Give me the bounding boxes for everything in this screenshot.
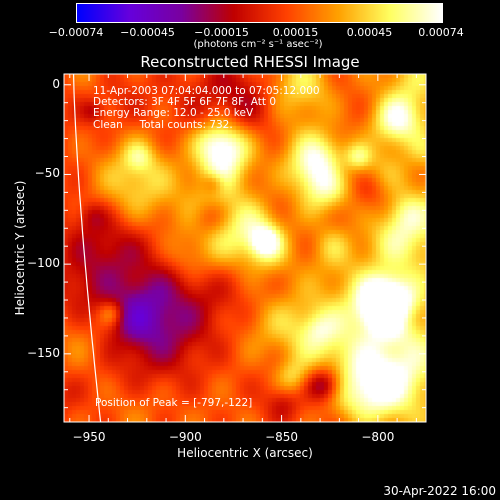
colorbar-tick-label: −0.00045 xyxy=(120,26,175,39)
plot-timestamp: 30-Apr-2022 16:00 xyxy=(383,484,496,498)
x-tick-label: −800 xyxy=(361,430,395,444)
colorbar-tick-label: 0.00015 xyxy=(272,26,319,39)
y-tick-label: −100 xyxy=(27,256,60,271)
colorbar-tick-label: 0.00074 xyxy=(418,26,464,39)
annotation-detectors: Detectors: 3F 4F 5F 6F 7F 8F, Att 0 xyxy=(93,96,277,109)
colorbar xyxy=(76,3,443,23)
x-tick-label: −900 xyxy=(168,430,202,444)
x-axis-label: Heliocentric X (arcsec) xyxy=(177,446,313,460)
chart-title: Reconstructed RHESSI Image xyxy=(140,53,360,71)
peak-position-label: Position of Peak = [-797,-122] xyxy=(95,397,253,409)
colorbar-tick-label: −0.00015 xyxy=(194,26,249,39)
colorbar-units: (photons cm⁻² s⁻¹ asec⁻²) xyxy=(193,39,323,50)
y-tick-label: 0 xyxy=(52,76,60,91)
observation-info: 11-Apr-2003 07:04:04.000 to 07:05:12.000… xyxy=(93,85,320,131)
solar-limb xyxy=(73,73,102,423)
annotation-time: 11-Apr-2003 07:04:04.000 to 07:05:12.000 xyxy=(93,85,320,97)
plot-border xyxy=(63,73,427,423)
heatmap-image xyxy=(64,74,426,422)
y-axis-label: Heliocentric Y (arcsec) xyxy=(13,180,27,316)
annotation-energy: Energy Range: 12.0 - 25.0 keV xyxy=(93,107,254,120)
x-tick-label: −950 xyxy=(72,430,106,444)
y-tick-label: −150 xyxy=(27,345,60,360)
colorbar-tick-label: −0.00074 xyxy=(48,26,104,39)
colorbar-tick-label: 0.00045 xyxy=(346,26,393,39)
x-tick-label: −850 xyxy=(265,430,299,444)
annotation-clean: Clean Total counts: 732. xyxy=(93,118,233,131)
y-tick-label: −50 xyxy=(34,166,60,181)
